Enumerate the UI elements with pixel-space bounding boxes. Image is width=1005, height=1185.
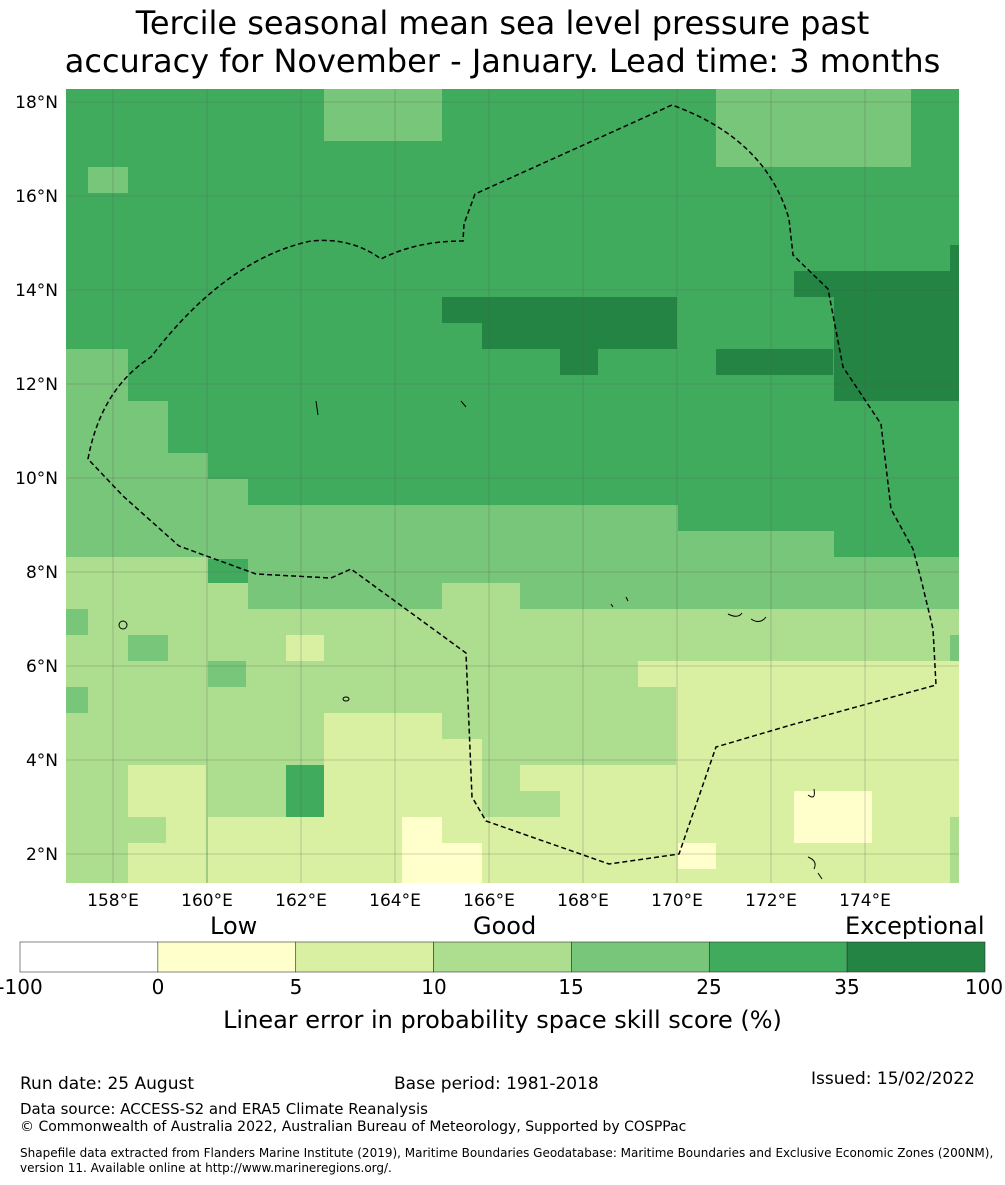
skill-cell <box>716 349 833 375</box>
skill-cell <box>482 739 520 791</box>
skill-cell <box>794 791 872 843</box>
copyright: © Commonwealth of Australia 2022, Austra… <box>20 1119 687 1135</box>
colorbar-tick: 100 <box>964 975 1004 999</box>
y-axis: 18°N 16°N 14°N 12°N 10°N 8°N 6°N 4°N 2°N <box>15 93 58 865</box>
colorbar-category-low: Low <box>210 912 258 940</box>
skill-cell <box>168 453 208 559</box>
skill-cell <box>950 817 959 883</box>
x-axis: 158°E 160°E 162°E 164°E 166°E 168°E 170°… <box>87 891 891 911</box>
colorbar-swatch <box>433 941 572 973</box>
skill-cell <box>208 817 326 883</box>
shapefile-credit: Shapefile data extracted from Flanders M… <box>20 1146 994 1175</box>
skill-cell <box>128 817 166 843</box>
islands <box>118 400 823 880</box>
skill-cell <box>950 245 959 271</box>
x-tick-label: 174°E <box>839 891 891 911</box>
colorbar-swatch <box>19 941 159 973</box>
colorbar-category-exceptional: Exceptional <box>845 912 985 940</box>
x-tick-label: 172°E <box>745 891 797 911</box>
skill-cell <box>482 323 677 349</box>
skill-cell <box>834 297 959 401</box>
y-tick-label: 18°N <box>15 93 58 113</box>
colorbar-label: Linear error in probability space skill … <box>223 1006 782 1034</box>
y-tick-label: 6°N <box>26 657 58 677</box>
colorbar-swatch <box>157 941 297 973</box>
skill-cell <box>66 687 88 713</box>
skill-cell <box>66 349 128 559</box>
skill-cell <box>324 89 442 141</box>
y-tick-label: 4°N <box>26 751 58 771</box>
y-tick-label: 8°N <box>26 563 58 583</box>
colorbar-tick: 15 <box>558 975 584 999</box>
x-tick-label: 164°E <box>369 891 421 911</box>
skill-cell <box>624 635 959 661</box>
colorbar-swatch <box>708 941 848 973</box>
colorbar-tick: 10 <box>421 975 447 999</box>
data-source: Data source: ACCESS-S2 and ERA5 Climate … <box>20 1100 428 1118</box>
eez-boundary <box>87 104 937 865</box>
x-tick-label: 168°E <box>557 891 609 911</box>
x-tick-label: 160°E <box>181 891 233 911</box>
run-date: Run date: 25 August <box>20 1074 194 1094</box>
issued-date: Issued: 15/02/2022 <box>811 1069 975 1089</box>
y-tick-label: 10°N <box>15 469 58 489</box>
skill-cell <box>442 843 482 883</box>
colorbar-tick: -100 <box>0 975 43 999</box>
y-tick-label: 2°N <box>26 845 58 865</box>
map-area <box>66 89 959 883</box>
skill-cell <box>950 635 959 661</box>
base-period: Base period: 1981-2018 <box>394 1074 599 1094</box>
skill-cell <box>442 297 677 323</box>
x-tick-label: 162°E <box>275 891 327 911</box>
y-tick-label: 16°N <box>15 187 58 207</box>
skill-cell <box>128 635 168 661</box>
skill-cell <box>66 609 88 635</box>
skill-cell <box>208 479 248 559</box>
skill-cell <box>482 791 560 817</box>
y-tick-label: 14°N <box>15 281 58 301</box>
skill-cell <box>598 661 638 687</box>
colorbar-tick: 5 <box>289 975 303 999</box>
colorbar-swatch <box>571 941 710 973</box>
map-title: Tercile seasonal mean sea level pressure… <box>0 4 1005 80</box>
colorbar <box>19 941 986 973</box>
colorbar-tick: 0 <box>151 975 165 999</box>
colorbar-category-good: Good <box>473 912 537 940</box>
skill-cell <box>794 271 959 297</box>
skill-cell <box>520 583 959 609</box>
colorbar-swatch <box>846 941 986 973</box>
skill-cell <box>520 687 676 739</box>
skill-cell <box>716 89 911 167</box>
skill-cell <box>88 167 128 193</box>
x-tick-label: 170°E <box>651 891 703 911</box>
title-line-1: Tercile seasonal mean sea level pressure… <box>135 4 870 42</box>
skill-cell <box>128 401 168 559</box>
skill-map: 18°N 16°N 14°N 12°N 10°N 8°N 6°N 4°N 2°N… <box>15 89 959 911</box>
colorbar-swatch <box>295 941 434 973</box>
skill-cell <box>598 739 676 765</box>
skill-cell <box>678 843 716 869</box>
colorbar-tick: 25 <box>696 975 722 999</box>
skill-cell <box>286 635 324 661</box>
skill-cell <box>442 583 520 635</box>
skill-cell <box>208 765 286 817</box>
skill-cell <box>560 349 598 375</box>
colorbar-tick: 35 <box>834 975 860 999</box>
x-tick-label: 158°E <box>87 891 139 911</box>
y-tick-label: 12°N <box>15 375 58 395</box>
skill-cell <box>402 817 442 883</box>
title-line-2: accuracy for November - January. Lead ti… <box>64 42 941 80</box>
skill-cell <box>248 583 438 609</box>
colorbar-swatches <box>19 941 986 973</box>
x-tick-label: 166°E <box>463 891 515 911</box>
skill-cell <box>208 661 246 687</box>
